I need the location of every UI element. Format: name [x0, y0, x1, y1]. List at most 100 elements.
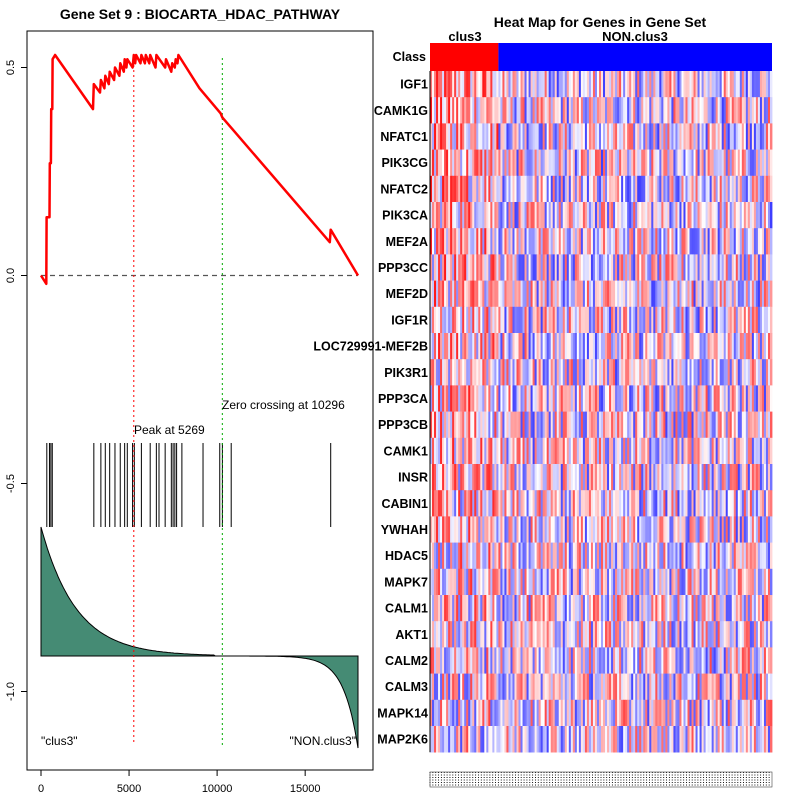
heatmap-cell [677, 542, 680, 570]
heatmap-cell [494, 149, 497, 177]
heatmap-cell [609, 385, 612, 412]
heatmap-cell [436, 411, 439, 439]
heatmap-cell [490, 228, 493, 255]
heatmap-cell [607, 464, 610, 491]
heatmap-cell [560, 595, 564, 622]
heatmap-cell [532, 385, 536, 412]
heatmap-cell [530, 490, 533, 517]
heatmap-cell [516, 333, 519, 360]
heatmap-cell [741, 306, 745, 334]
heatmap-cell [552, 254, 556, 281]
heatmap-cell [643, 437, 646, 465]
heatmap-cell [588, 333, 592, 360]
heatmap-cell [454, 228, 457, 255]
heatmap-cell [546, 280, 550, 308]
heatmap-cell [677, 699, 680, 727]
heatmap-cell [643, 97, 646, 124]
heatmap-cell [663, 280, 666, 308]
heatmap-cell [609, 542, 612, 570]
heatmap-cell [639, 175, 642, 203]
heatmap-cell [520, 149, 523, 177]
heatmap-cell [629, 123, 632, 150]
heatmap-cell [588, 71, 592, 98]
heatmap-cell [605, 149, 608, 177]
heatmap-cell [603, 595, 606, 622]
heatmap-cell [647, 333, 650, 360]
heatmap-cell [723, 699, 727, 727]
heatmap-cell [603, 149, 606, 177]
heatmap-cell [478, 699, 481, 727]
heatmap-cell [619, 699, 622, 727]
heatmap-cell [601, 97, 604, 124]
heatmap-cell [631, 71, 634, 98]
heatmap-cell [631, 359, 634, 386]
heatmap-cell [719, 123, 723, 150]
heatmap-cell [532, 175, 536, 203]
heatmap-cell [578, 673, 582, 701]
heatmap-cell [536, 542, 540, 570]
heatmap-cell [683, 123, 686, 150]
heatmap-cell [538, 202, 542, 229]
heatmap-cell [693, 726, 696, 753]
heatmap-cell [512, 699, 515, 727]
heatmap-cell [478, 490, 481, 517]
heatmap-cell [444, 333, 447, 360]
heatmap-cell [448, 516, 451, 543]
heatmap-cell [663, 621, 666, 648]
heatmap-cell [480, 411, 483, 439]
heatmap-cell [526, 306, 529, 334]
heatmap-cell [464, 699, 467, 727]
heatmap-cell [588, 464, 592, 491]
heatmap-cell [709, 568, 713, 596]
heatmap-cell [613, 175, 616, 203]
heatmap-cell [675, 542, 678, 570]
heatmap-cell [653, 359, 656, 386]
heatmap-cell [462, 464, 465, 491]
heatmap-cell [679, 149, 682, 177]
heatmap-cell [578, 71, 582, 98]
heatmap-cell [679, 516, 682, 543]
heatmap-cell [528, 647, 531, 674]
heatmap-cell [657, 699, 660, 727]
heatmap-cell [574, 568, 578, 596]
heatmap-cell [492, 385, 495, 412]
heatmap-cell [655, 542, 658, 570]
heatmap-cell [621, 411, 624, 439]
heatmap-cell [554, 411, 558, 439]
zero-crossing-label: Zero crossing at 10296 [222, 398, 345, 412]
heatmap-cell [717, 464, 721, 491]
heatmap-cell [538, 280, 542, 308]
heatmap-cell [761, 385, 765, 412]
gene-label: CAMK1G [374, 104, 428, 118]
heatmap-cell [438, 123, 441, 150]
heatmap-cell [695, 464, 698, 491]
heatmap-cell [673, 437, 676, 465]
heatmap-cell [605, 359, 608, 386]
heatmap-cell [615, 123, 618, 150]
heatmap-cell [464, 726, 467, 753]
heatmap-cell [657, 385, 660, 412]
heatmap-cell [442, 385, 445, 412]
heatmap-cell [598, 568, 602, 596]
heatmap-cell [703, 621, 707, 648]
heatmap-cell [687, 647, 690, 674]
heatmap-cell [701, 228, 704, 255]
heatmap-cell [663, 306, 666, 334]
heatmap-cell [711, 202, 715, 229]
heatmap-cell [514, 359, 517, 386]
heatmap-cell [562, 647, 566, 674]
heatmap-cell [601, 699, 604, 727]
heatmap-cell [562, 71, 566, 98]
heatmap-cell [765, 673, 769, 701]
heatmap-cell [466, 595, 469, 622]
heatmap-cell [751, 595, 755, 622]
heatmap-cell [506, 123, 509, 150]
heatmap-cell [615, 149, 618, 177]
heatmap-cell [639, 123, 642, 150]
heatmap-cell [667, 437, 670, 465]
heatmap-cell [639, 699, 642, 727]
heatmap-cell [755, 490, 759, 517]
heatmap-cell [592, 595, 596, 622]
heatmap-cell [460, 647, 463, 674]
heatmap-cell [667, 464, 670, 491]
